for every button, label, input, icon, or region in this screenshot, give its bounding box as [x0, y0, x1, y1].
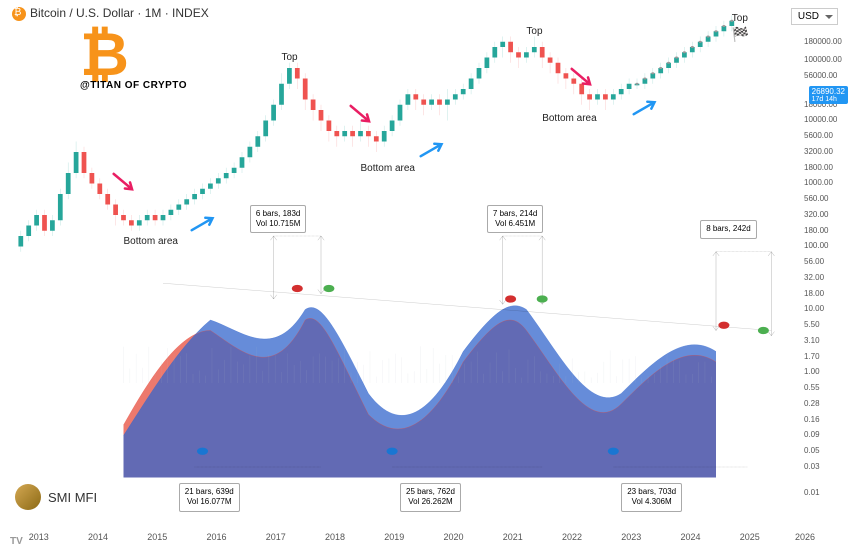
- bar-count-box: 21 bars, 639dVol 16.077M: [179, 483, 240, 512]
- y-tick: 180000.00: [804, 37, 842, 46]
- y-tick: 3200.00: [804, 147, 833, 156]
- x-axis: 2013 2014 2015 2016 2017 2018 2019 2020 2021 2022…: [5, 530, 795, 550]
- chart-annotation: Bottom area: [124, 236, 178, 247]
- bar-count-box: 7 bars, 214dVol 6.451M: [487, 205, 543, 234]
- x-tick: 2024: [680, 532, 700, 542]
- y-tick: 320.00: [804, 210, 828, 219]
- y-tick: 1000.00: [804, 178, 833, 187]
- y-tick: 5600.00: [804, 131, 833, 140]
- x-tick: 2015: [147, 532, 167, 542]
- y-tick: 0.01: [804, 488, 820, 497]
- x-tick: 2019: [384, 532, 404, 542]
- x-tick: 2021: [503, 532, 523, 542]
- x-tick: 2017: [266, 532, 286, 542]
- y-tick: 0.55: [804, 383, 820, 392]
- y-tick: 1.00: [804, 367, 820, 376]
- y-tick: 5.50: [804, 320, 820, 329]
- x-tick: 2025: [740, 532, 760, 542]
- x-tick: 2013: [29, 532, 49, 542]
- x-tick: 2016: [206, 532, 226, 542]
- price-chart-svg: [5, 5, 795, 530]
- y-tick: 0.28: [804, 399, 820, 408]
- y-tick: 56.00: [804, 257, 824, 266]
- indicator-label: SMI MFI: [48, 490, 97, 505]
- x-tick: 2018: [325, 532, 345, 542]
- y-tick: 100.00: [804, 241, 828, 250]
- chart-annotation: Bottom area: [361, 163, 415, 174]
- y-tick: 18.00: [804, 289, 824, 298]
- x-tick: 2022: [562, 532, 582, 542]
- y-tick: 0.05: [804, 446, 820, 455]
- y-tick: 56000.00: [804, 71, 837, 80]
- y-axis: 180000.00100000.0056000.0018000.0010000.…: [800, 5, 850, 530]
- y-tick: 0.09: [804, 430, 820, 439]
- y-tick: 0.16: [804, 415, 820, 424]
- current-price-tag: 26890.3217d 14h: [809, 86, 848, 104]
- x-tick: 2023: [621, 532, 641, 542]
- tradingview-logo-icon: TV: [10, 536, 23, 547]
- x-tick: 2020: [443, 532, 463, 542]
- y-tick: 3.10: [804, 336, 820, 345]
- chart-annotation: Top: [282, 52, 298, 63]
- avatar: [15, 484, 41, 510]
- bar-count-box: 6 bars, 183dVol 10.715M: [250, 205, 306, 234]
- chart-annotation: Top: [732, 13, 748, 24]
- bar-count-box: 23 bars, 703dVol 4.306M: [621, 483, 682, 512]
- y-tick: 560.00: [804, 194, 828, 203]
- y-tick: 100000.00: [804, 55, 842, 64]
- chart-area[interactable]: [5, 5, 795, 530]
- flag-icon: 🏁: [732, 26, 749, 43]
- y-tick: 1800.00: [804, 163, 833, 172]
- y-tick: 10.00: [804, 304, 824, 313]
- chart-annotation: Top: [526, 26, 542, 37]
- x-tick: 2014: [88, 532, 108, 542]
- bar-count-box: 8 bars, 242d: [700, 220, 756, 238]
- y-tick: 0.03: [804, 462, 820, 471]
- x-tick: 2026: [795, 532, 815, 542]
- y-tick: 1.70: [804, 352, 820, 361]
- chart-annotation: Bottom area: [542, 113, 596, 124]
- bar-count-box: 25 bars, 762dVol 26.262M: [400, 483, 461, 512]
- y-tick: 10000.00: [804, 115, 837, 124]
- y-tick: 32.00: [804, 273, 824, 282]
- y-tick: 180.00: [804, 226, 828, 235]
